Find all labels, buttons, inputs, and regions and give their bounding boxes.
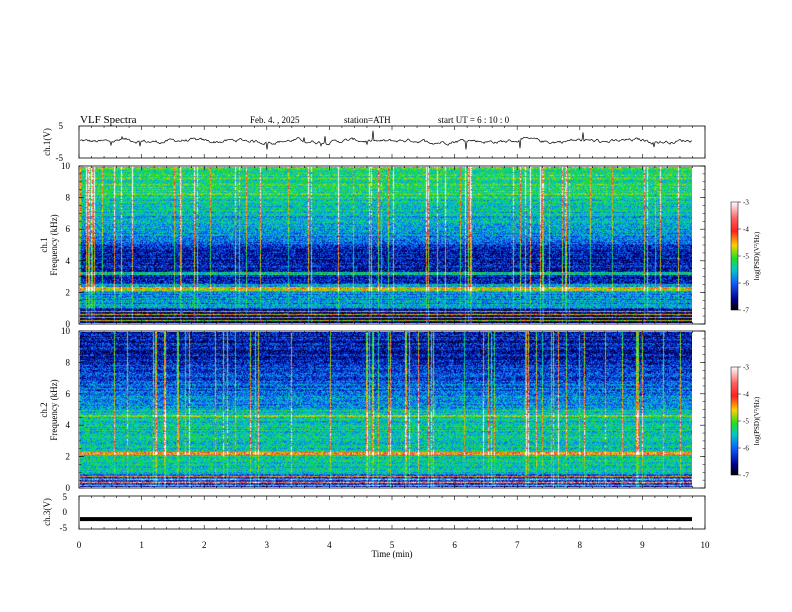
- time-axis-label: Time (min): [372, 549, 413, 559]
- ch3-waveform-frame: [78, 495, 706, 530]
- x-tick-label: 9: [640, 540, 645, 550]
- ch1-ytick-label: 4: [66, 256, 71, 266]
- x-tick-label: 7: [515, 540, 520, 550]
- ch1-spectrogram-panel: 10 8 6 4 2 0 ch.1 Frequency (kHz): [39, 161, 706, 329]
- ch3-waveform-line: [80, 517, 692, 522]
- ch1-frequency-ylabel: Frequency (kHz): [49, 214, 59, 275]
- x-tick-label: 10: [701, 540, 711, 550]
- ch1-ytick-label: 2: [66, 287, 71, 297]
- colorbar-tick-label: -7: [743, 307, 749, 315]
- ch3-ytick-bottom: -5: [60, 523, 68, 533]
- ch1-waveform-ylabel: ch.1(V): [42, 128, 52, 156]
- ch2-channel-label: ch.2: [39, 402, 49, 417]
- date-label: Feb. 4. , 2025: [250, 115, 300, 125]
- ch1-ytick-label: 10: [61, 161, 71, 171]
- colorbar-tick-label: -4: [743, 391, 749, 399]
- figure-title: VLF Spectra: [80, 114, 137, 126]
- x-tick-label: 6: [452, 540, 457, 550]
- ch1-waveform-line: [79, 130, 693, 150]
- ch2-frequency-ylabel: Frequency (kHz): [49, 379, 59, 440]
- ch2-spectrogram-image: [80, 332, 692, 487]
- colorbar-tick-label: -4: [743, 226, 749, 234]
- ch1-spectrogram-image: [80, 167, 692, 323]
- ch1-colorbar-label: log(PSD)(V²/Hz): [753, 231, 761, 280]
- colorbar-tick-label: -5: [743, 418, 749, 426]
- ch2-ytick-label: 4: [66, 420, 71, 430]
- x-tick-label: 2: [202, 540, 207, 550]
- colorbar-tick-label: -3: [743, 364, 749, 372]
- x-tick-label: 4: [327, 540, 332, 550]
- ch1-waveform-panel: 5 -5 ch.1(V): [42, 121, 706, 163]
- ch2-colorbar: -3 -4 -5 -6 -7 log(PSD)(V²/Hz): [730, 364, 761, 480]
- ch2-ytick-label: 8: [66, 357, 71, 367]
- x-tick-label: 8: [578, 540, 583, 550]
- ch1-colorbar: -3 -4 -5 -6 -7 log(PSD)(V²/Hz): [730, 199, 761, 315]
- ch2-spectrogram-panel: 10 8 6 4 2 0 ch.2 Frequency (kHz): [39, 326, 706, 493]
- ch1-ytick-label: 0: [66, 319, 71, 329]
- colorbar-tick-label: -7: [743, 472, 749, 480]
- ch1-ytick-top: 5: [59, 121, 64, 131]
- ch2-ytick-label: 10: [61, 326, 71, 336]
- time-axis: 0 1 2 3 4 5 6 7 8 9 10: [77, 126, 710, 550]
- colorbar-tick-label: -5: [743, 253, 749, 261]
- ch2-ytick-label: 6: [66, 389, 71, 399]
- colorbar-tick-label: -6: [743, 280, 749, 288]
- ch1-channel-label: ch.1: [39, 237, 49, 252]
- ch2-colorbar-scale: [730, 366, 739, 476]
- station-label: station=ATH: [344, 115, 391, 125]
- colorbar-tick-label: -3: [743, 199, 749, 207]
- ch3-ytick-top: 5: [63, 492, 68, 502]
- ch1-waveform-frame: [78, 125, 706, 159]
- ch3-ytick-middle: 0: [63, 507, 68, 517]
- x-tick-label: 0: [77, 540, 82, 550]
- ch2-colorbar-label: log(PSD)(V²/Hz): [753, 396, 761, 445]
- ch1-ytick-label: 6: [66, 224, 71, 234]
- ch1-ytick-bottom: -5: [56, 153, 64, 163]
- colorbar-tick-label: -6: [743, 445, 749, 453]
- ch2-ytick-label: 2: [66, 452, 71, 462]
- ch2-ytick-label: 0: [66, 483, 71, 493]
- ch3-waveform-panel: 5 0 -5 ch.3(V): [42, 492, 706, 533]
- x-tick-label: 1: [139, 540, 144, 550]
- x-tick-label: 5: [390, 540, 395, 550]
- x-tick-label: 3: [265, 540, 270, 550]
- start-time-label: start UT = 6 : 10 : 0: [438, 115, 510, 125]
- ch1-colorbar-scale: [730, 201, 739, 311]
- ch1-ytick-label: 8: [66, 193, 71, 203]
- ch3-waveform-ylabel: ch.3(V): [42, 498, 52, 526]
